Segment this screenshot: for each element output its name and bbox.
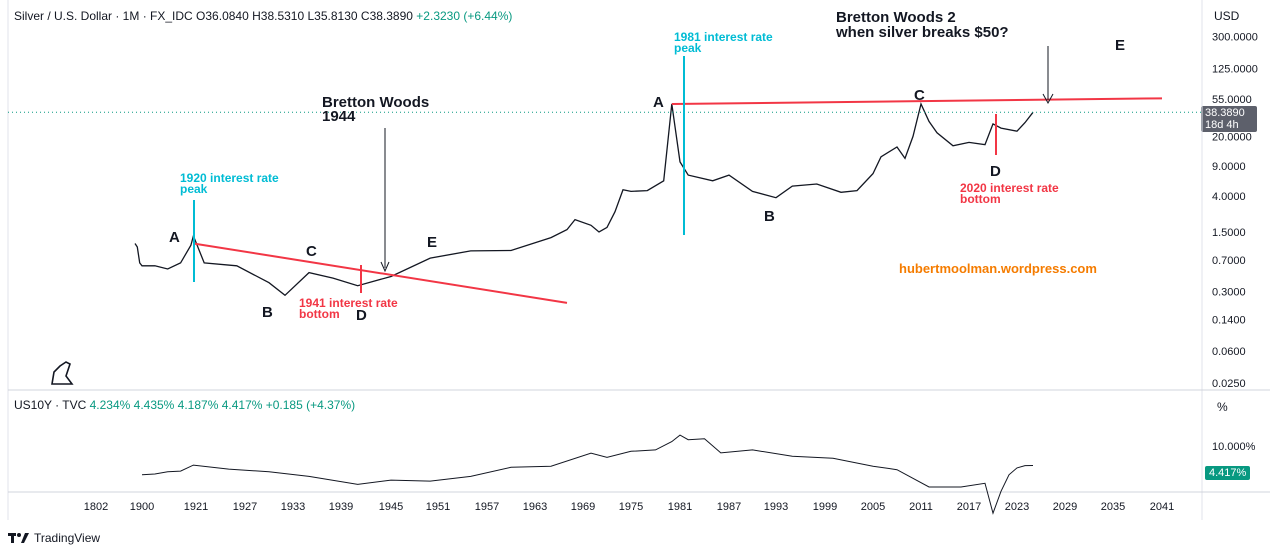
y-tick-label: 4.0000 bbox=[1212, 191, 1246, 203]
lower-y-tick-label: 10.000% bbox=[1212, 441, 1256, 453]
x-tick-label: 1957 bbox=[475, 501, 499, 513]
x-tick-label: 1802 bbox=[84, 501, 108, 513]
annotation-bretton-woods-2: Bretton Woods 2 when silver breaks $50? bbox=[835, 9, 1009, 41]
x-tick-label: 1993 bbox=[764, 501, 788, 513]
ohlc-high: H38.5310 bbox=[252, 9, 305, 23]
lower-value-badge: 4.417% bbox=[1205, 466, 1251, 480]
lower-symbol-label[interactable]: US10Y · TVC bbox=[14, 398, 87, 412]
x-tick-label: 1999 bbox=[813, 501, 837, 513]
y-tick-label: 9.0000 bbox=[1212, 161, 1246, 173]
chart-frame bbox=[7, 0, 1270, 520]
annotation-2020-bottom: 2020 interest rate bottom bbox=[960, 181, 1059, 206]
y-tick-label: 0.0600 bbox=[1212, 346, 1246, 358]
x-tick-label: 1981 bbox=[668, 501, 692, 513]
wave-label: A bbox=[169, 229, 180, 246]
currency-button[interactable]: USD bbox=[1214, 9, 1240, 23]
ohlc-low: L35.8130 bbox=[307, 9, 358, 23]
wave-label: D bbox=[990, 163, 1001, 180]
x-tick-label: 1900 bbox=[130, 501, 154, 513]
brand-name: TradingView bbox=[34, 531, 101, 545]
wave-label: E bbox=[427, 234, 437, 251]
price-change: +2.3230 (+6.44%) bbox=[416, 9, 513, 23]
footer: TradingView bbox=[8, 529, 100, 547]
x-tick-label: 2011 bbox=[909, 501, 933, 513]
x-tick-label: 2029 bbox=[1053, 501, 1077, 513]
wave-label: B bbox=[764, 208, 775, 225]
axes-layer: 1802 1900 1921 1927 1933 1939 1945 1951 1957 1963… bbox=[84, 31, 1258, 513]
wave-label: B bbox=[262, 304, 273, 321]
y-tick-label: 0.0250 bbox=[1212, 378, 1246, 390]
dinosaur-icon bbox=[51, 361, 74, 385]
x-tick-label: 1951 bbox=[426, 501, 450, 513]
lower-values: 4.234% 4.435% 4.187% 4.417% +0.185 (+4.3… bbox=[89, 398, 356, 412]
x-tick-label: 1939 bbox=[329, 501, 353, 513]
lower-pane-header: US10Y · TVC 4.234% 4.435% 4.187% 4.417% … bbox=[14, 398, 355, 412]
annotation-1941-bottom: 1941 interest rate bottom bbox=[299, 296, 398, 321]
bretton-woods-2-arrowhead bbox=[1042, 93, 1054, 105]
annotation-1920-peak: 1920 interest rate peak bbox=[180, 171, 279, 196]
x-tick-label: 2035 bbox=[1101, 501, 1125, 513]
drawings-layer bbox=[8, 46, 1202, 304]
y-tick-label: 0.7000 bbox=[1212, 255, 1246, 267]
annotation-bretton-woods: Bretton Woods 1944 bbox=[322, 94, 429, 125]
current-price-badge: 38.3890 18d 4h bbox=[1201, 106, 1257, 132]
ohlc-close: C38.3890 bbox=[360, 9, 413, 23]
x-tick-label: 1921 bbox=[184, 501, 208, 513]
x-tick-label: 1987 bbox=[717, 501, 741, 513]
bar-countdown: 18d 4h bbox=[1205, 119, 1239, 131]
y-tick-label: 55.0000 bbox=[1212, 94, 1252, 106]
trendline bbox=[671, 97, 1163, 106]
y-tick-label: 0.1400 bbox=[1212, 315, 1246, 327]
annotation-watermark-url: hubertmoolman.wordpress.com bbox=[899, 261, 1097, 276]
x-tick-label: 1975 bbox=[619, 501, 643, 513]
x-tick-label: 1963 bbox=[523, 501, 547, 513]
symbol-label[interactable]: Silver / U.S. Dollar · 1M · FX_IDC bbox=[14, 9, 193, 23]
wave-label: D bbox=[356, 307, 367, 324]
y-tick-label: 0.3000 bbox=[1212, 286, 1246, 298]
tradingview-logo-icon bbox=[8, 533, 29, 543]
wave-label: E bbox=[1115, 37, 1125, 54]
x-tick-label: 1945 bbox=[379, 501, 403, 513]
y-tick-label: 125.0000 bbox=[1212, 64, 1258, 76]
y-tick-label: 1.5000 bbox=[1212, 227, 1246, 239]
y-tick-label: 20.0000 bbox=[1212, 131, 1252, 143]
x-tick-label: 2023 bbox=[1005, 501, 1029, 513]
chart-header: Silver / U.S. Dollar · 1M · FX_IDC O36.0… bbox=[14, 9, 512, 23]
wave-label: C bbox=[914, 87, 925, 104]
bretton-woods-arrowhead bbox=[380, 261, 390, 273]
current-price-value: 38.3890 bbox=[1205, 107, 1245, 119]
x-tick-label: 1927 bbox=[233, 501, 257, 513]
y-tick-label: 300.0000 bbox=[1212, 31, 1258, 43]
trendline bbox=[193, 242, 568, 304]
us10y-series bbox=[141, 434, 1034, 515]
wave-label: C bbox=[306, 243, 317, 260]
x-tick-label: 2005 bbox=[861, 501, 885, 513]
x-tick-label: 1933 bbox=[281, 501, 305, 513]
x-tick-label: 2041 bbox=[1150, 501, 1174, 513]
ohlc-open: O36.0840 bbox=[196, 9, 249, 23]
x-tick-label: 2017 bbox=[957, 501, 981, 513]
percent-button[interactable]: % bbox=[1217, 400, 1228, 414]
wave-label: A bbox=[653, 94, 664, 111]
annotations-layer: 1920 interest rate peak 1941 interest rate… bbox=[51, 9, 1125, 385]
annotation-1981-peak: 1981 interest rate peak bbox=[674, 30, 773, 55]
x-tick-label: 1969 bbox=[571, 501, 595, 513]
